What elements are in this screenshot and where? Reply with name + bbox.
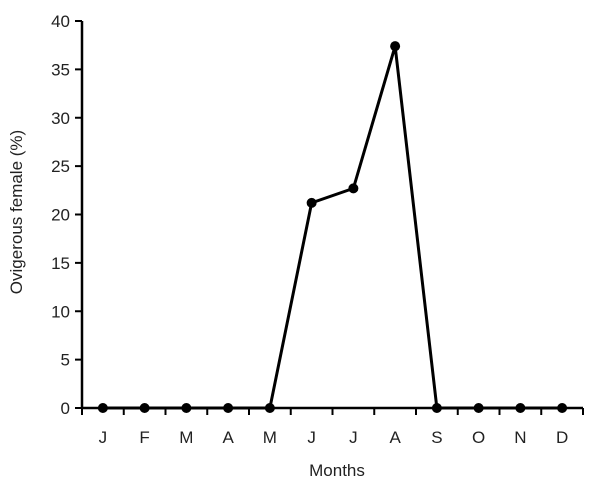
data-point-marker (264, 403, 275, 413)
x-tick-label: F (139, 428, 149, 447)
y-tick-label: 25 (51, 157, 70, 176)
x-tick-label: J (349, 428, 358, 447)
y-tick-label: 35 (51, 60, 70, 79)
x-tick-label: J (307, 428, 316, 447)
x-tick-label: N (514, 428, 526, 447)
data-point-marker (348, 183, 359, 194)
x-axis-title: Months (309, 461, 365, 480)
y-tick-label: 30 (51, 109, 70, 128)
series-layer (97, 41, 568, 413)
data-point-marker (181, 403, 192, 413)
y-axis-ticks: 0 5 10 15 20 25 30 35 40 (51, 12, 82, 418)
y-tick-label: 5 (61, 351, 70, 370)
x-tick-label: D (556, 428, 568, 447)
y-axis-title: Ovigerous female (%) (7, 130, 26, 294)
data-point-marker (515, 403, 526, 413)
y-tick-label: 15 (51, 254, 70, 273)
y-tick-label: 40 (51, 12, 70, 31)
x-tick-label: S (431, 428, 442, 447)
data-point-marker (97, 403, 108, 413)
data-point-marker (306, 197, 317, 208)
x-tick-label: M (179, 428, 193, 447)
chart-axes (80, 21, 583, 410)
y-tick-label: 20 (51, 206, 70, 225)
data-point-marker (390, 41, 401, 52)
data-point-marker (431, 403, 442, 413)
x-tick-label: J (99, 428, 108, 447)
y-tick-label: 10 (51, 302, 70, 321)
x-tick-label: M (263, 428, 277, 447)
y-tick-label: 0 (61, 399, 70, 418)
series-line (102, 45, 563, 410)
x-tick-label: A (389, 428, 401, 447)
data-point-marker (223, 403, 234, 413)
data-point-marker (473, 403, 484, 413)
x-tick-label: A (222, 428, 234, 447)
x-tick-label: O (472, 428, 485, 447)
data-point-marker (557, 403, 568, 413)
data-point-marker (139, 403, 150, 413)
